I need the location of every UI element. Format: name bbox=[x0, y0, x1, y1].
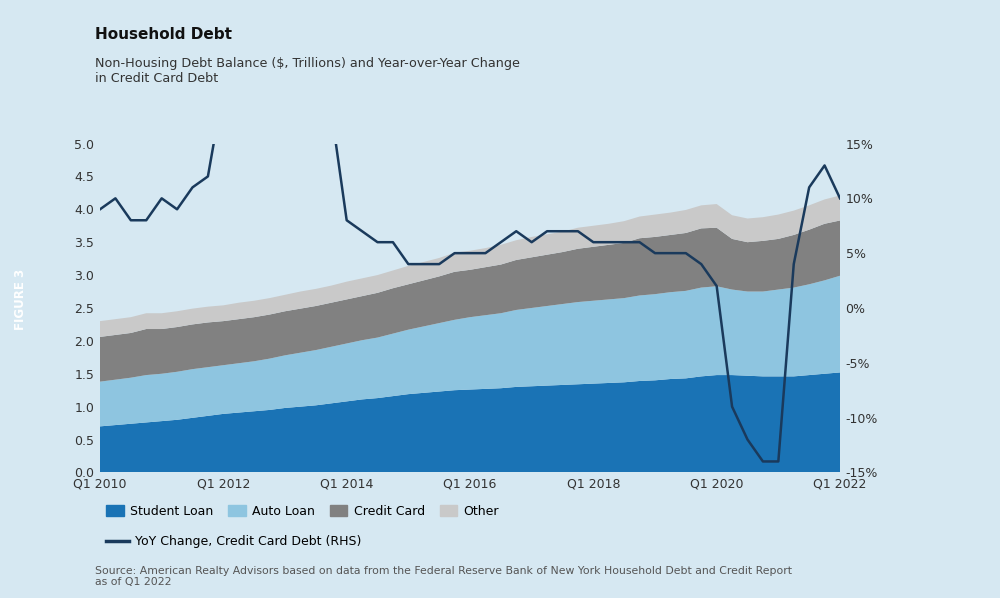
Legend: YoY Change, Credit Card Debt (RHS): YoY Change, Credit Card Debt (RHS) bbox=[101, 530, 366, 553]
Text: Non-Housing Debt Balance ($, Trillions) and Year-over-Year Change
in Credit Card: Non-Housing Debt Balance ($, Trillions) … bbox=[95, 57, 520, 85]
Text: FIGURE 3: FIGURE 3 bbox=[14, 269, 28, 329]
Legend: Student Loan, Auto Loan, Credit Card, Other: Student Loan, Auto Loan, Credit Card, Ot… bbox=[101, 500, 504, 523]
Text: Household Debt: Household Debt bbox=[95, 27, 232, 42]
Text: Source: American Realty Advisors based on data from the Federal Reserve Bank of : Source: American Realty Advisors based o… bbox=[95, 566, 792, 587]
